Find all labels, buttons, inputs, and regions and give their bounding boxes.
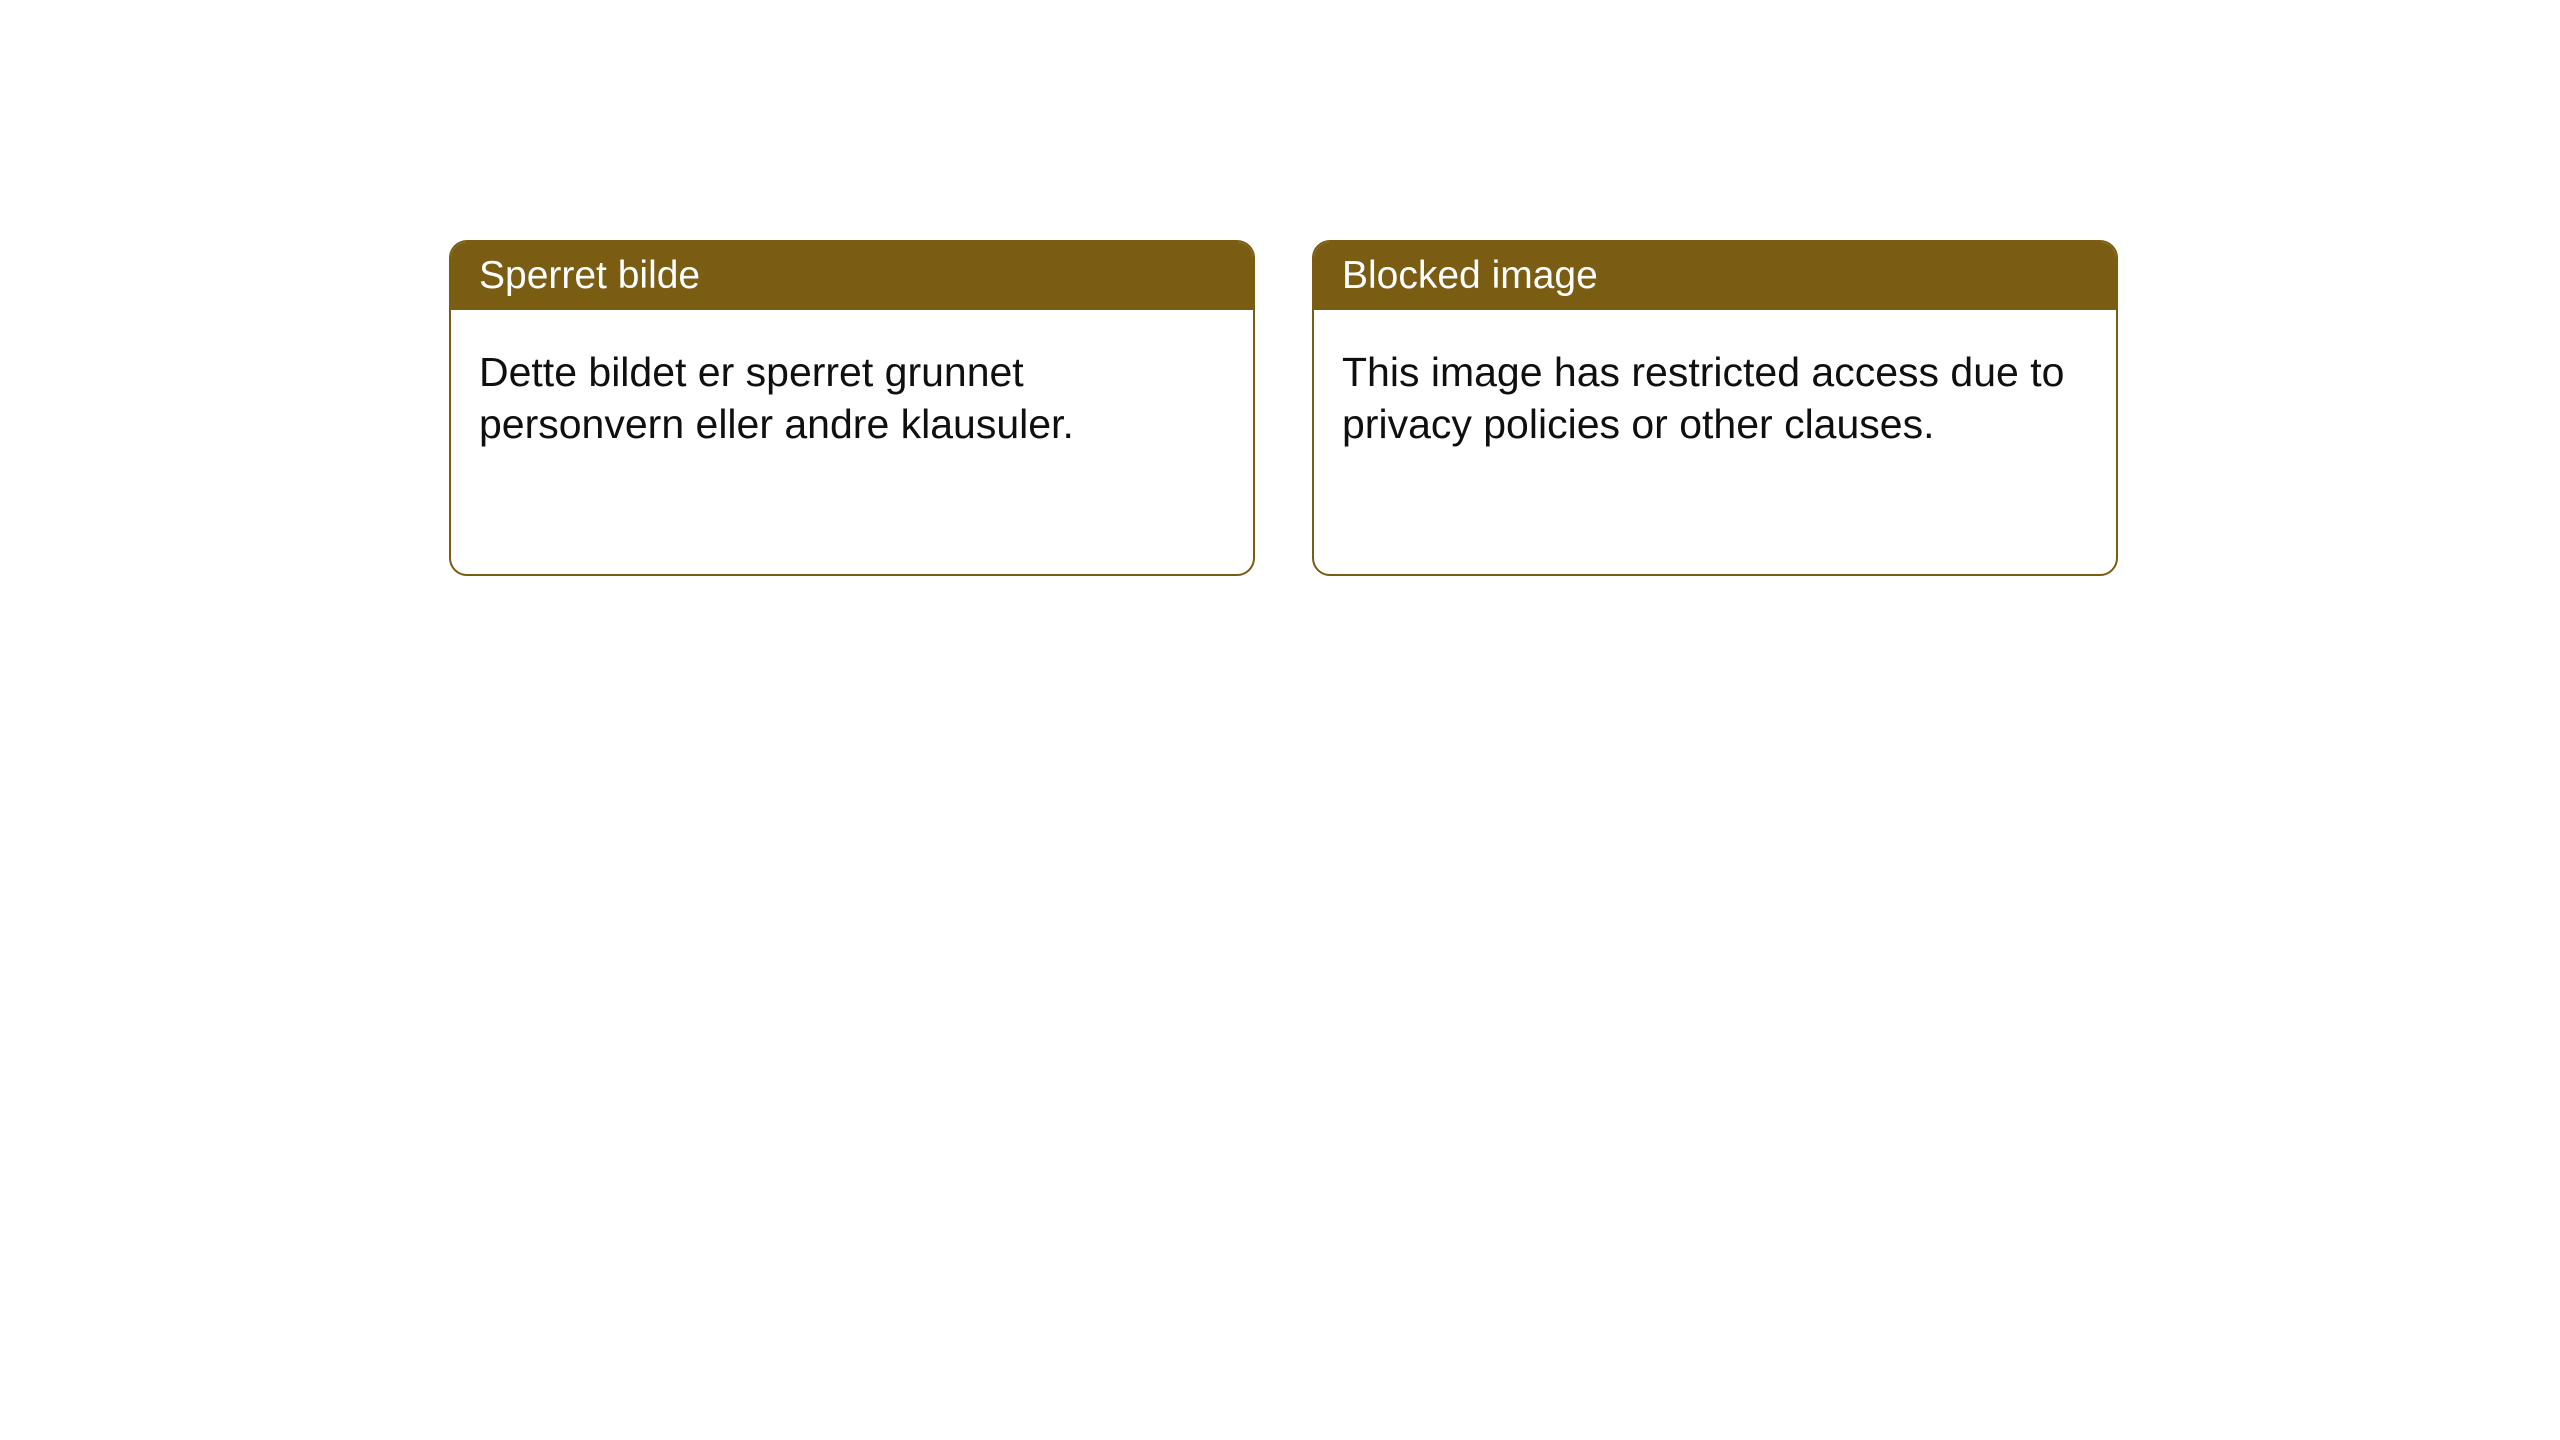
notice-header: Sperret bilde [451, 242, 1253, 310]
notice-body: This image has restricted access due to … [1314, 310, 2116, 487]
notice-card-english: Blocked image This image has restricted … [1312, 240, 2118, 576]
notice-card-norwegian: Sperret bilde Dette bildet er sperret gr… [449, 240, 1255, 576]
notice-header: Blocked image [1314, 242, 2116, 310]
notice-body: Dette bildet er sperret grunnet personve… [451, 310, 1253, 487]
notice-container: Sperret bilde Dette bildet er sperret gr… [0, 0, 2560, 576]
